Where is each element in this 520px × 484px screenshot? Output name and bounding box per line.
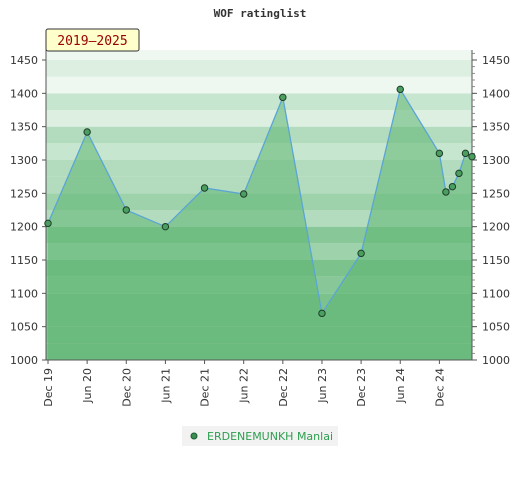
legend: ERDENEMUNKH Manlai <box>182 426 338 446</box>
data-point <box>44 219 52 228</box>
x-tick-label: Jun 22 <box>238 368 251 404</box>
data-point <box>435 149 444 158</box>
x-tick-label: Dec 20 <box>120 368 133 407</box>
x-tick-label: Dec 23 <box>355 368 368 407</box>
background-band <box>46 143 472 160</box>
period-badge-box <box>45 28 140 52</box>
y-tick-label-right: 1000 <box>482 354 510 367</box>
y-tick-label-left: 1050 <box>10 321 38 334</box>
data-point <box>200 184 209 192</box>
data-points <box>44 85 476 318</box>
legend-box <box>182 426 338 446</box>
series-line <box>47 87 473 316</box>
y-tick-label-left: 1250 <box>10 187 38 200</box>
period-badge: 2019–2025 <box>45 28 140 52</box>
y-tick-label-right: 1250 <box>482 187 510 200</box>
area-layer <box>47 87 473 360</box>
x-tick-label: Jun 23 <box>316 368 329 404</box>
period-badge-text: 2019–2025 <box>57 34 127 49</box>
data-point <box>357 249 365 258</box>
x-tick-label: Dec 19 <box>42 368 55 407</box>
data-point <box>448 182 457 191</box>
x-tick-label: Jun 21 <box>159 368 172 404</box>
y-tick-label-left: 1350 <box>10 121 38 134</box>
x-tick-label: Jun 24 <box>394 368 407 404</box>
legend-label: ERDENEMUNKH Manlai <box>207 430 333 443</box>
series-area <box>48 89 472 360</box>
y-tick-label-left: 1300 <box>10 154 38 167</box>
y-tick-label-right: 1050 <box>482 321 510 334</box>
data-point <box>83 128 91 136</box>
x-tick-label: Dec 21 <box>199 368 212 407</box>
data-point <box>468 152 476 161</box>
data-point <box>442 188 450 196</box>
data-point <box>396 85 404 94</box>
y-tick-label-right: 1300 <box>482 154 510 167</box>
y-tick-label-left: 1000 <box>10 354 38 367</box>
background-band <box>46 50 472 60</box>
axes: 1000 1000 1050 1050 1100 1100 1150 1150 1200 1200… <box>10 50 510 407</box>
y-tick-label-left: 1450 <box>10 54 38 67</box>
x-tick-label: Dec 22 <box>277 368 290 407</box>
data-point <box>161 222 170 231</box>
background-band <box>46 76 472 94</box>
legend-marker <box>190 432 198 440</box>
y-tick-label-right: 1200 <box>482 221 510 234</box>
background-band <box>46 93 472 110</box>
y-tick-label-right: 1150 <box>482 254 510 267</box>
x-tick-label: Jun 20 <box>81 368 94 404</box>
y-tick-label-right: 1350 <box>482 121 510 134</box>
y-tick-label-right: 1100 <box>482 287 510 300</box>
background-band <box>46 60 472 77</box>
y-tick-label-right: 1450 <box>482 54 510 67</box>
data-point <box>318 309 326 318</box>
background-band <box>46 126 472 144</box>
data-point <box>239 190 248 198</box>
y-tick-label-left: 1100 <box>10 287 38 300</box>
data-point <box>461 149 470 158</box>
data-point <box>279 93 287 102</box>
background-band <box>46 110 472 127</box>
y-tick-label-left: 1150 <box>10 254 38 267</box>
y-tick-label-right: 1400 <box>482 87 510 100</box>
data-point <box>122 206 130 214</box>
chart-title: WOF ratinglist <box>214 7 307 20</box>
x-tick-label: Dec 24 <box>433 368 446 407</box>
y-tick-label-left: 1200 <box>10 221 38 234</box>
data-point <box>455 169 463 178</box>
y-tick-label-left: 1400 <box>10 87 38 100</box>
